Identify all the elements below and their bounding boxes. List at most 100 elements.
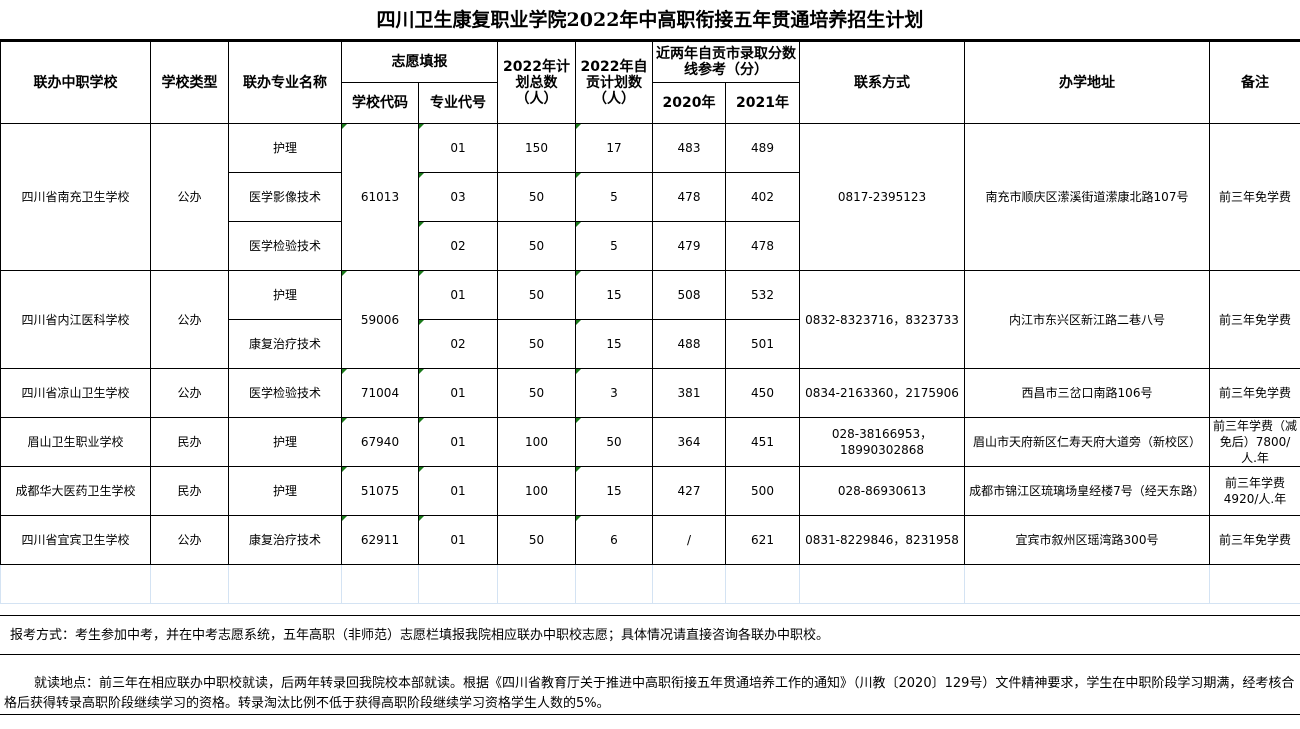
school-name: 眉山卫生职业学校 [0,417,151,467]
score-2020: 488 [652,319,726,369]
plan-zigong: 15 [575,466,653,516]
plan-zigong: 5 [575,172,653,222]
header-type: 学校类型 [150,41,229,124]
plan-zigong: 3 [575,368,653,418]
score-2021: 450 [725,368,800,418]
score-2021: 402 [725,172,800,222]
plan-total: 50 [497,221,576,271]
school-type: 民办 [150,417,229,467]
address: 西昌市三岔口南路106号 [964,368,1210,418]
major-code: 03 [418,172,498,222]
score-2020: 381 [652,368,726,418]
enrollment-plan-table: 联办中职学校 学校类型 联办专业名称 志愿填报 2022年计划总数（人） 202… [0,41,1300,604]
application-method-note: 报考方式：考生参加中考，并在中考志愿系统，五年高职（非师范）志愿栏填报我院相应联… [0,615,1300,655]
major-name: 医学检验技术 [228,221,342,271]
contact: 0834-2163360，2175906 [799,368,965,418]
header-school-code: 学校代码 [341,82,419,124]
major-name: 护理 [228,123,342,173]
plan-zigong: 17 [575,123,653,173]
header-total: 2022年计划总数（人） [497,41,576,124]
major-name: 康复治疗技术 [228,515,342,565]
major-code: 01 [418,270,498,320]
score-2020: / [652,515,726,565]
major-code: 01 [418,123,498,173]
study-location-note: 就读地点：前三年在相应联办中职校就读，后两年转录回我院校本部就读。根据《四川省教… [0,655,1300,715]
plan-zigong: 5 [575,221,653,271]
school-name: 四川省内江医科学校 [0,270,151,369]
table-row: 四川省内江医科学校 公办 护理 59006 01 50 15 508 532 0832-83237… [0,270,1300,369]
table-row: 成都华大医药卫生学校 民办 护理 51075 01 100 15 427 500 028-8693… [0,466,1300,516]
header-2020: 2020年 [652,82,726,124]
plan-total: 100 [497,466,576,516]
header-major-code: 专业代号 [418,82,498,124]
score-2021: 451 [725,417,800,467]
school-name: 四川省凉山卫生学校 [0,368,151,418]
school-code: 51075 [341,466,419,516]
school-name: 成都华大医药卫生学校 [0,466,151,516]
table-row: 四川省凉山卫生学校 公办 医学检验技术 71004 01 50 3 381 450 0834-21… [0,368,1300,418]
remark: 前三年学费（减免后）7800/人.年 [1209,417,1300,467]
plan-total: 100 [497,417,576,467]
school-code: 59006 [341,270,419,369]
major-code: 02 [418,319,498,369]
table-row: 康复治疗技术 02 50 15 488 501 [1,319,1300,369]
header-major: 联办专业名称 [228,41,342,124]
major-code: 01 [418,417,498,467]
plan-total: 50 [497,515,576,565]
major-name: 康复治疗技术 [228,319,342,369]
contact: 0817-2395123 [799,123,965,271]
header-self: 2022年自贡计划数（人） [575,41,653,124]
major-code: 01 [418,466,498,516]
plan-zigong: 50 [575,417,653,467]
header-address: 办学地址 [964,41,1210,124]
score-2020: 483 [652,123,726,173]
school-type: 公办 [150,123,229,271]
major-name: 医学检验技术 [228,368,342,418]
score-2020: 508 [652,270,726,320]
header-contact: 联系方式 [799,41,965,124]
plan-total: 50 [497,368,576,418]
address: 南充市顺庆区潆溪街道潆康北路107号 [964,123,1210,271]
header-scores: 近两年自贡市录取分数线参考（分） [652,41,800,83]
remark: 前三年免学费 [1209,270,1300,369]
plan-total: 50 [497,319,576,369]
school-type: 公办 [150,515,229,565]
remark: 前三年免学费 [1209,368,1300,418]
school-code: 67940 [341,417,419,467]
score-2021: 501 [725,319,800,369]
plan-zigong: 6 [575,515,653,565]
school-type: 公办 [150,368,229,418]
major-name: 护理 [228,270,342,320]
school-name: 四川省宜宾卫生学校 [0,515,151,565]
school-name: 四川省南充卫生学校 [0,123,151,271]
remark: 前三年免学费 [1209,515,1300,565]
header-note: 备注 [1209,41,1300,124]
plan-total: 50 [497,172,576,222]
table-row: 四川省宜宾卫生学校 公办 康复治疗技术 62911 01 50 6/621 0831-8229… [0,515,1300,565]
address: 内江市东兴区新江路二巷八号 [964,270,1210,369]
table-row: 四川省南充卫生学校 公办 护理 61013 01 150 17 483 489 0817-2395… [0,123,1300,271]
address: 眉山市天府新区仁寿天府大道旁（新校区） [964,417,1210,467]
page-title: 四川卫生康复职业学院2022年中高职衔接五年贯通培养招生计划 [0,0,1300,41]
score-2020: 427 [652,466,726,516]
score-2020: 364 [652,417,726,467]
major-name: 护理 [228,417,342,467]
major-name: 护理 [228,466,342,516]
plan-total: 150 [497,123,576,173]
table-row: 眉山卫生职业学校 民办 护理 67940 01 100 50 364 451 028-381669… [0,417,1300,467]
score-2020: 478 [652,172,726,222]
address: 宜宾市叙州区瑶湾路300号 [964,515,1210,565]
plan-zigong: 15 [575,270,653,320]
header-application: 志愿填报 [341,41,498,83]
contact: 028-86930613 [799,466,965,516]
school-code: 71004 [341,368,419,418]
major-code: 02 [418,221,498,271]
contact: 028-38166953，18990302868 [799,417,965,467]
contact: 0832-8323716，8323733 [799,270,965,369]
score-2021: 532 [725,270,800,320]
school-type: 民办 [150,466,229,516]
address: 成都市锦江区琉璃场皇经楼7号（经天东路） [964,466,1210,516]
school-code: 61013 [341,123,419,271]
score-2020: 479 [652,221,726,271]
score-2021: 500 [725,466,800,516]
